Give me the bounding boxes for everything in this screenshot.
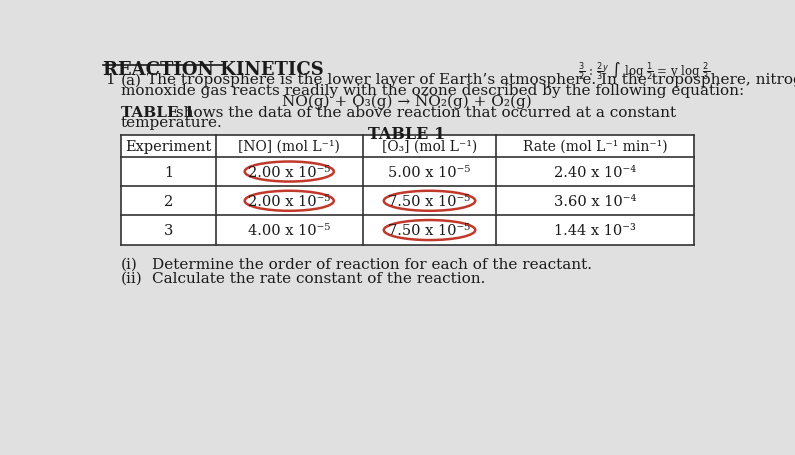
Text: (ii): (ii)	[121, 271, 143, 285]
Text: $\frac{3}{2}$ : $\frac{2}{3}^{y}$ $\int$ log $\frac{1}{2}$ = y log $\frac{2}{3}$: $\frac{3}{2}$ : $\frac{2}{3}^{y}$ $\int$…	[578, 61, 710, 82]
Text: temperature.: temperature.	[121, 115, 223, 129]
Text: NO(g) + O₃(g) → NO₂(g) + O₂(g): NO(g) + O₃(g) → NO₂(g) + O₂(g)	[282, 95, 532, 109]
Text: 3: 3	[164, 223, 173, 238]
Text: Rate (mol L⁻¹ min⁻¹): Rate (mol L⁻¹ min⁻¹)	[522, 140, 667, 154]
Text: monoxide gas reacts readily with the ozone described by the following equation:: monoxide gas reacts readily with the ozo…	[121, 84, 744, 98]
Text: 1: 1	[106, 73, 115, 87]
Text: [NO] (mol L⁻¹): [NO] (mol L⁻¹)	[238, 140, 340, 154]
Text: shows the data of the above reaction that occurred at a constant: shows the data of the above reaction tha…	[172, 105, 677, 119]
Text: 2.40 x 10⁻⁴: 2.40 x 10⁻⁴	[554, 165, 636, 179]
Text: [O₃] (mol L⁻¹): [O₃] (mol L⁻¹)	[382, 140, 477, 154]
Text: TABLE 1: TABLE 1	[121, 105, 195, 119]
Bar	[121, 136, 694, 245]
Text: (a): (a)	[121, 73, 142, 87]
Text: 1.44 x 10⁻³: 1.44 x 10⁻³	[554, 223, 636, 238]
Text: REACTION KINETICS: REACTION KINETICS	[103, 61, 324, 79]
Text: 5.00 x 10⁻⁵: 5.00 x 10⁻⁵	[388, 165, 471, 179]
Text: TABLE 1: TABLE 1	[368, 126, 446, 143]
Text: (i): (i)	[121, 258, 138, 271]
Text: Determine the order of reaction for each of the reactant.: Determine the order of reaction for each…	[152, 258, 592, 271]
Text: 4.00 x 10⁻⁵: 4.00 x 10⁻⁵	[248, 223, 331, 238]
Text: 7.50 x 10⁻⁵: 7.50 x 10⁻⁵	[389, 223, 471, 238]
Text: Calculate the rate constant of the reaction.: Calculate the rate constant of the react…	[152, 271, 486, 285]
Text: 7.50 x 10⁻⁵: 7.50 x 10⁻⁵	[389, 194, 471, 208]
Text: 2.00 x 10⁻⁵: 2.00 x 10⁻⁵	[248, 165, 331, 179]
Text: 1: 1	[164, 165, 173, 179]
Text: 2: 2	[164, 194, 173, 208]
Text: Experiment: Experiment	[126, 140, 211, 154]
Text: The troposphere is the lower layer of Earth’s atmosphere. In the troposphere, ni: The troposphere is the lower layer of Ea…	[147, 73, 795, 87]
Text: 3.60 x 10⁻⁴: 3.60 x 10⁻⁴	[554, 194, 636, 208]
Text: 2.00 x 10⁻⁵: 2.00 x 10⁻⁵	[248, 194, 331, 208]
